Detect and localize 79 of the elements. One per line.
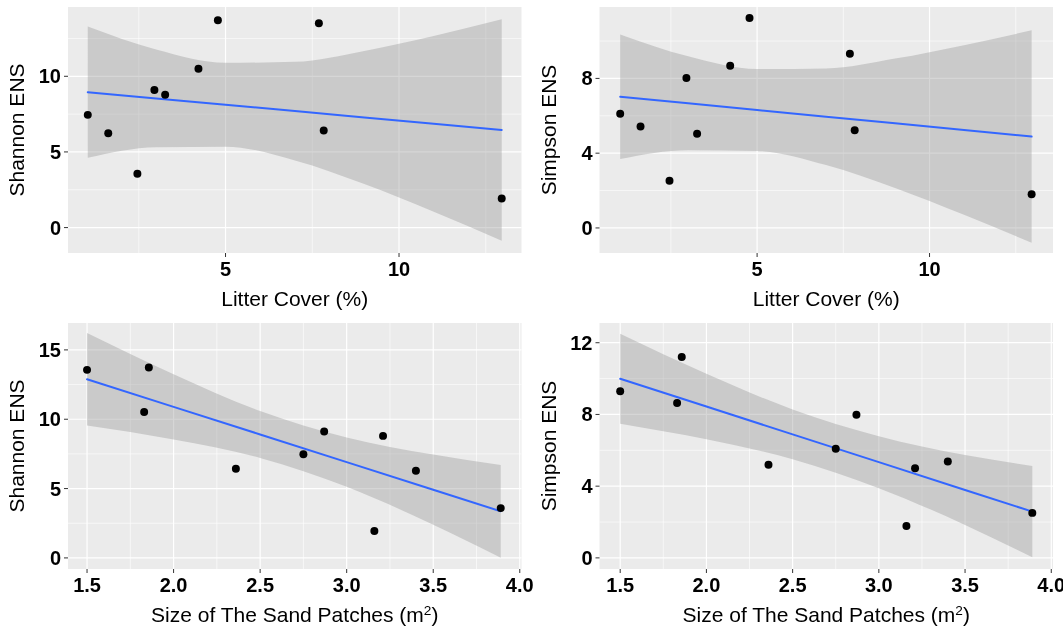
point xyxy=(133,169,142,178)
y-tick-label: 5 xyxy=(49,140,61,163)
y-axis-title: Simpson ENS xyxy=(536,64,560,196)
x-axis-title: Litter Cover (%) xyxy=(752,287,900,310)
point xyxy=(1028,508,1037,517)
point xyxy=(636,122,645,131)
point xyxy=(320,427,329,436)
x-tick-label: 1.5 xyxy=(73,574,101,596)
y-tick-label: 10 xyxy=(38,408,61,431)
y-tick-label: 0 xyxy=(581,546,593,569)
x-tick-label: 3.5 xyxy=(951,574,979,596)
point xyxy=(319,126,328,135)
point xyxy=(682,74,691,83)
point xyxy=(673,398,682,407)
y-axis-title: Shannon ENS xyxy=(5,379,28,513)
y-tick-label: 8 xyxy=(581,403,593,426)
x-tick-label: 4.0 xyxy=(505,574,534,596)
y-tick-label: 0 xyxy=(581,216,593,239)
point xyxy=(370,527,379,535)
point xyxy=(1027,190,1036,199)
point xyxy=(831,444,840,453)
x-tick-label: 3.0 xyxy=(864,574,893,596)
point xyxy=(496,504,505,513)
point xyxy=(83,365,92,374)
y-tick-label: 4 xyxy=(581,142,594,165)
point xyxy=(764,460,773,469)
line-series xyxy=(86,91,503,131)
y-tick-label: 8 xyxy=(581,67,593,90)
x-tick-label: 3.0 xyxy=(332,574,361,596)
point xyxy=(379,431,388,440)
point xyxy=(231,464,240,473)
x-tick-label: 3.5 xyxy=(419,574,448,596)
y-tick-label: 0 xyxy=(49,216,61,239)
x-tick-label: 5 xyxy=(751,258,763,280)
point xyxy=(150,85,159,94)
y-tick-label: 10 xyxy=(38,65,61,88)
x-tick-label: 5 xyxy=(219,258,232,280)
point xyxy=(497,194,506,203)
x-axis-title: Size of The Sand Patches (m$^{2}$) xyxy=(151,602,439,626)
point xyxy=(616,387,625,396)
point xyxy=(144,363,153,372)
point xyxy=(213,16,222,25)
point xyxy=(161,90,170,99)
point xyxy=(943,457,952,466)
y-axis-title: Shannon ENS xyxy=(5,63,28,197)
point xyxy=(140,408,149,417)
point xyxy=(745,14,754,23)
point xyxy=(845,49,854,58)
y-tick-label: 0 xyxy=(49,546,61,569)
y-axis-title: Simpson ENS xyxy=(536,380,560,512)
point xyxy=(726,61,735,70)
y-tick-label: 12 xyxy=(570,331,593,354)
x-axis-title: Size of The Sand Patches (m$^{2}$) xyxy=(682,602,970,626)
point xyxy=(616,109,625,118)
point xyxy=(902,521,911,530)
x-tick-label: 10 xyxy=(387,258,411,280)
point xyxy=(299,450,308,459)
line-series xyxy=(619,95,1033,138)
point xyxy=(850,126,859,135)
point xyxy=(665,176,674,185)
y-tick-label: 15 xyxy=(38,338,61,361)
x-tick-label: 10 xyxy=(918,258,941,280)
point xyxy=(852,410,861,419)
x-tick-label: 1.5 xyxy=(606,574,635,596)
y-tick-label: 4 xyxy=(581,475,594,498)
point xyxy=(411,466,420,475)
point xyxy=(314,19,323,28)
x-tick-label: 2.0 xyxy=(159,574,188,596)
point xyxy=(693,129,702,138)
point xyxy=(104,129,113,138)
y-tick-label: 5 xyxy=(49,477,61,500)
point xyxy=(911,464,920,473)
x-axis-title: Litter Cover (%) xyxy=(221,287,369,310)
point xyxy=(194,64,203,73)
x-tick-label: 2.5 xyxy=(246,574,275,596)
x-tick-label: 2.0 xyxy=(692,574,721,596)
x-tick-label: 2.5 xyxy=(778,574,807,596)
point xyxy=(677,352,686,361)
point xyxy=(83,110,92,119)
